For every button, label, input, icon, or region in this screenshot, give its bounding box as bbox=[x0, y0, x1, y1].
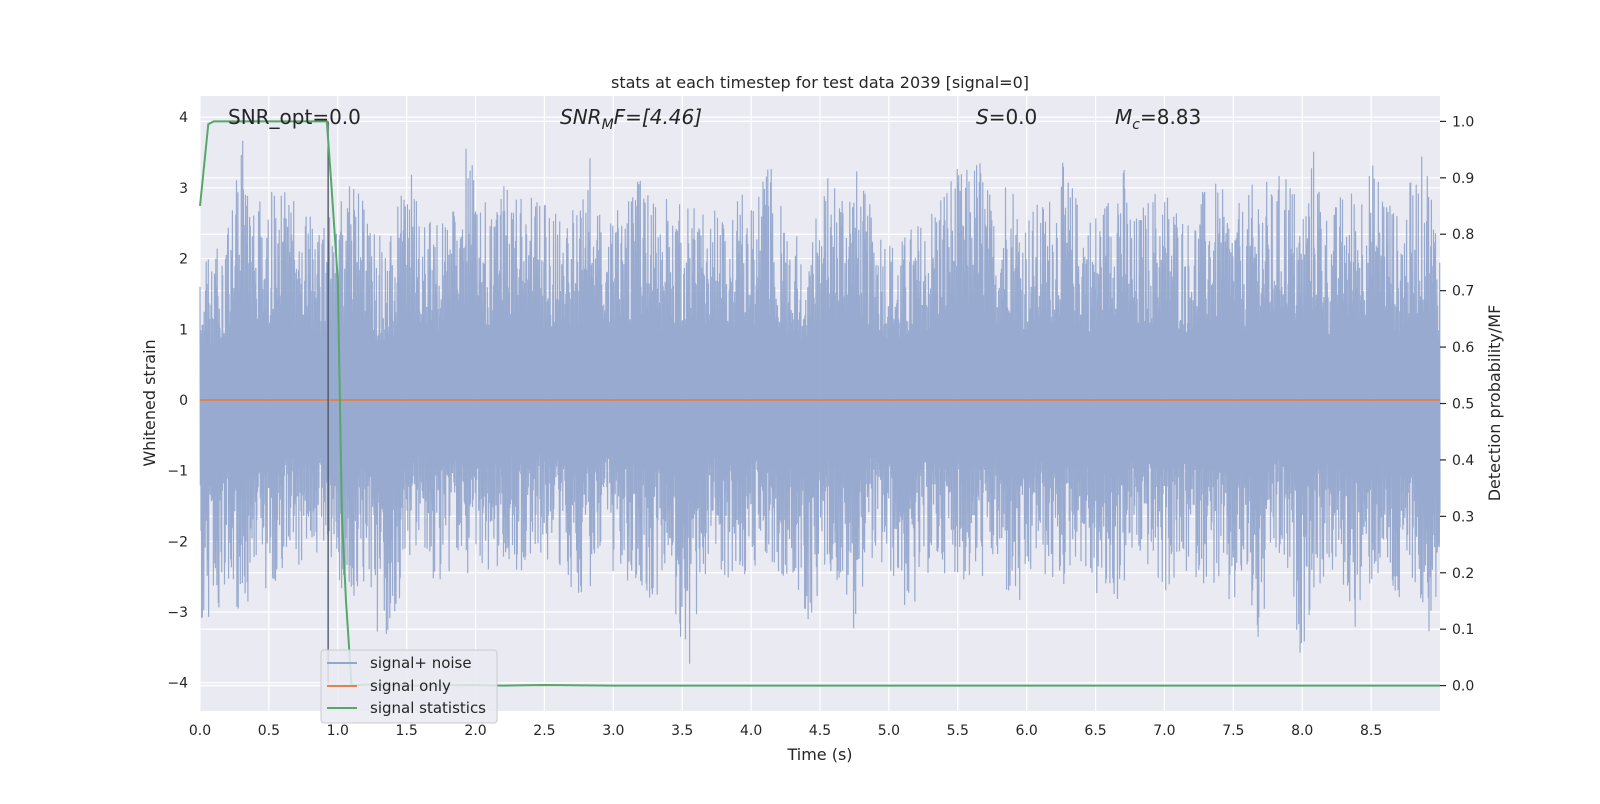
signal-statistics-line bbox=[199, 120, 1440, 687]
x-tick-label: 1.0 bbox=[327, 723, 349, 739]
x-tick-label: 8.5 bbox=[1360, 723, 1382, 739]
x-tick-label: 3.0 bbox=[602, 723, 624, 739]
x-tick-label: 2.0 bbox=[464, 723, 486, 739]
y-right-tick-label: 0.1 bbox=[1452, 622, 1474, 638]
y-right-tick-labels: 1.0 0.9 0.8 0.7 0.6 0.5 0.4 0.3 0.2 0.1 0.0 bbox=[1440, 114, 1474, 695]
y-axis-label: Whitened strain bbox=[140, 339, 159, 466]
y-right-tick-label: 1.0 bbox=[1452, 114, 1474, 130]
y-tick-label: −3 bbox=[167, 605, 188, 621]
y-right-tick-label: 0.9 bbox=[1452, 171, 1474, 187]
y-right-tick-label: 0.5 bbox=[1452, 397, 1474, 413]
x-tick-label: 0.5 bbox=[258, 723, 280, 739]
x-tick-label: 6.5 bbox=[1084, 723, 1106, 739]
y-right-tick-label: 0.6 bbox=[1452, 340, 1474, 356]
y-tick-label: 3 bbox=[179, 181, 188, 197]
x-tick-label: 4.5 bbox=[809, 723, 831, 739]
y-tick-label: −4 bbox=[167, 676, 188, 692]
y-right-tick-label: 0.2 bbox=[1452, 566, 1474, 582]
x-axis-label: Time (s) bbox=[786, 745, 852, 764]
y-right-tick-label: 0.8 bbox=[1452, 227, 1474, 243]
y-tick-label: 4 bbox=[179, 110, 188, 126]
snr-mf-annotation: SNRMF=[4.46] bbox=[560, 105, 702, 133]
legend-label-signal-only: signal only bbox=[370, 677, 451, 695]
y-tick-label: −1 bbox=[167, 464, 188, 480]
x-tick-label: 4.0 bbox=[740, 723, 762, 739]
signal-noise-line bbox=[199, 140, 1441, 664]
x-tick-labels: 0.0 0.5 1.0 1.5 2.0 2.5 3.0 3.5 4.0 4.5 5.0 5.5 6.0 6… bbox=[189, 723, 1382, 739]
y-right-tick-label: 0.3 bbox=[1452, 509, 1474, 525]
y-right-tick-label: 0.7 bbox=[1452, 284, 1474, 300]
signal-noise-series bbox=[199, 140, 1441, 664]
legend-box bbox=[320, 649, 498, 724]
legend-label-signal-statistics: signal statistics bbox=[370, 699, 486, 717]
x-tick-label: 2.5 bbox=[533, 723, 555, 739]
legend-label-signal-noise: signal+ noise bbox=[370, 654, 472, 672]
y-tick-label: 2 bbox=[179, 252, 188, 268]
y-tick-label: 0 bbox=[179, 393, 188, 409]
x-tick-label: 0.0 bbox=[189, 723, 211, 739]
mc-annotation: Mc=8.83 bbox=[1115, 105, 1201, 133]
x-tick-label: 6.0 bbox=[1016, 723, 1038, 739]
snr-opt-annotation: SNR_opt=0.0 bbox=[228, 105, 361, 129]
signal-statistics-series bbox=[199, 120, 1440, 687]
x-tick-label: 5.5 bbox=[947, 723, 969, 739]
x-tick-label: 1.5 bbox=[396, 723, 418, 739]
s-annotation: S=0.0 bbox=[976, 105, 1037, 129]
chart-title: stats at each timestep for test data 203… bbox=[611, 73, 1029, 92]
y-right-tick-label: 0.4 bbox=[1452, 453, 1474, 469]
y-right-tick-label: 0.0 bbox=[1452, 679, 1474, 695]
legend: signal+ noise signal only signal statist… bbox=[320, 649, 498, 724]
x-tick-label: 7.0 bbox=[1153, 723, 1175, 739]
x-tick-label: 7.5 bbox=[1222, 723, 1244, 739]
x-tick-label: 8.0 bbox=[1291, 723, 1313, 739]
y-tick-label: −2 bbox=[167, 534, 188, 550]
y-tick-label: 1 bbox=[179, 322, 188, 338]
y-right-axis-label: Detection probability/MF bbox=[1485, 305, 1504, 502]
x-tick-label: 5.0 bbox=[878, 723, 900, 739]
x-tick-label: 3.5 bbox=[671, 723, 693, 739]
y-tick-labels: 4 3 2 1 0 −1 −2 −3 −4 bbox=[167, 110, 188, 692]
